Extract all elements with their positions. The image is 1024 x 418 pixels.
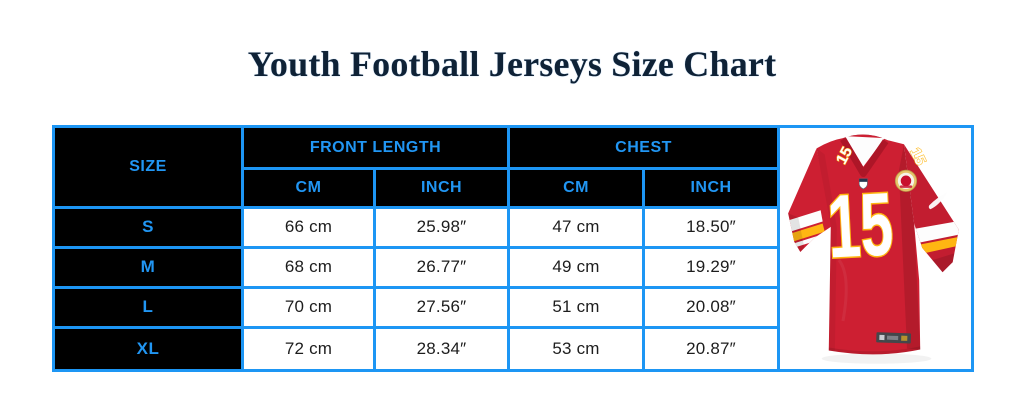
- chest-number: 15: [825, 173, 895, 276]
- right-sleeve-stripes: [910, 220, 959, 273]
- front-length-inch-value: 28.34″: [372, 325, 511, 372]
- chest-inch-value: 19.29″: [642, 245, 781, 289]
- chest-inch-value: 18.50″: [642, 205, 781, 249]
- team-patch-icon: [894, 169, 918, 192]
- chest-inch-value: 20.08″: [642, 285, 781, 329]
- table-row-m: M 68 cm 26.77″ 49 cm 19.29″: [52, 245, 973, 289]
- front-length-inch-value: 25.98″: [372, 205, 511, 249]
- front-length-cm-value: 66 cm: [241, 205, 376, 249]
- jersey-illustration: 15 15 15: [788, 134, 959, 364]
- front-length-cm-value: 72 cm: [241, 325, 376, 372]
- size-label: XL: [52, 325, 244, 372]
- chest-cm-value: 47 cm: [507, 205, 646, 249]
- jersey-torso: [816, 134, 921, 355]
- front-length-inch-value: 27.56″: [372, 285, 511, 329]
- jersey-product-image: 15 15 15: [777, 125, 975, 372]
- table-row-l: L 70 cm 27.56″ 51 cm 20.08″: [52, 285, 973, 329]
- front-length-inch-header: INCH: [372, 167, 511, 209]
- size-label: S: [52, 205, 244, 249]
- chest-cm-value: 53 cm: [507, 325, 646, 372]
- table-row-xl: XL 72 cm 28.34″ 53 cm 20.87″: [52, 325, 973, 372]
- front-length-cm-header: CM: [241, 167, 376, 209]
- jersey-shadow: [821, 353, 932, 364]
- nfl-shield-icon: [858, 178, 868, 190]
- page-title: Youth Football Jerseys Size Chart: [247, 44, 777, 84]
- size-column-header: SIZE: [52, 125, 244, 209]
- v-neck-collar: [840, 136, 889, 178]
- front-length-cm-value: 70 cm: [241, 285, 376, 329]
- size-label: L: [52, 285, 244, 329]
- size-chart-table: SIZE FRONT LENGTH CHEST: [52, 124, 975, 372]
- nike-swoosh-icon: [928, 192, 948, 210]
- jock-tag: [876, 332, 912, 344]
- left-sleeve-stripes: [788, 210, 826, 252]
- size-label: M: [52, 245, 244, 289]
- chest-cm-value: 51 cm: [507, 285, 646, 329]
- front-length-inch-value: 26.77″: [372, 245, 511, 289]
- chest-cm-header: CM: [507, 167, 646, 209]
- chest-group-header: CHEST: [507, 124, 781, 171]
- table-row-s: S 66 cm 25.98″ 47 cm 18.50″: [52, 205, 973, 249]
- chest-inch-value: 20.87″: [642, 325, 781, 372]
- front-length-group-header: FRONT LENGTH: [240, 124, 511, 171]
- chest-inch-header: INCH: [642, 167, 781, 209]
- chest-cm-value: 49 cm: [507, 245, 646, 289]
- front-length-cm-value: 68 cm: [241, 245, 376, 289]
